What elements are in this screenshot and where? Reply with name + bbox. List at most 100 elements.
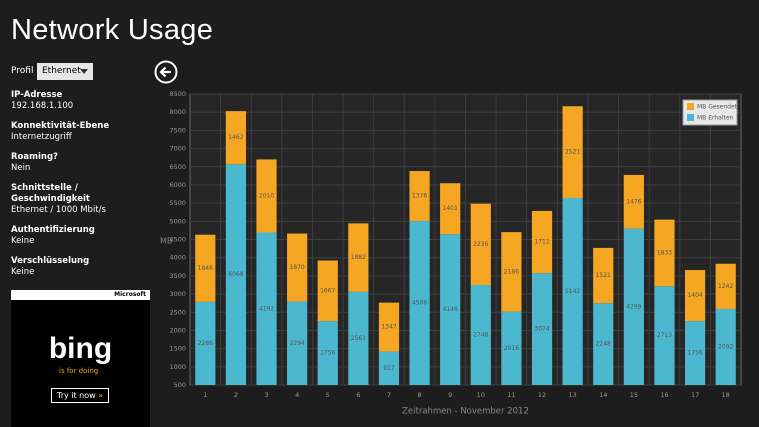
info-item: Verschlüsselung Keine: [11, 256, 151, 278]
bar-segment: [501, 232, 522, 312]
bar-segment: [531, 210, 553, 274]
x-tick-label: 15: [630, 391, 638, 399]
back-button[interactable]: [154, 60, 178, 84]
x-tick-label: 5: [326, 391, 330, 399]
value-label: 1756: [687, 350, 702, 357]
bar-segment: [531, 273, 553, 385]
info-value: Keine: [11, 267, 35, 277]
bar-segment: [378, 351, 400, 385]
x-tick-label: 1: [203, 391, 207, 399]
bar-segment: [562, 106, 583, 198]
bar-segment: [470, 203, 491, 286]
advertisement[interactable]: Microsoft bing is for doing Try it now »: [11, 290, 150, 427]
x-tick-label: 2: [234, 391, 238, 399]
info-label: Roaming?: [11, 152, 58, 162]
x-tick-label: 12: [538, 391, 546, 399]
bar-segment: [715, 263, 736, 309]
value-label: 1462: [228, 134, 243, 141]
y-tick-label: 4500: [169, 236, 186, 244]
value-label: 1756: [320, 350, 335, 357]
info-item: IP-Adresse 192.168.1.100: [11, 90, 151, 112]
y-tick-label: 4000: [169, 254, 186, 262]
y-tick-label: 7500: [169, 126, 186, 134]
y-tick-label: 8000: [169, 108, 186, 116]
x-tick-label: 7: [387, 391, 391, 399]
value-label: 1521: [596, 272, 611, 279]
bar-segment: [440, 234, 461, 385]
y-tick-label: 3000: [169, 290, 186, 298]
ad-button[interactable]: Try it now »: [51, 388, 110, 403]
value-label: 6068: [228, 271, 243, 278]
value-label: 2521: [565, 149, 580, 156]
profile-select[interactable]: Ethernet: [37, 63, 93, 80]
x-tick-label: 14: [599, 391, 607, 399]
bar-segment: [317, 260, 338, 322]
value-label: 2010: [259, 192, 274, 199]
info-value: Ethernet / 1000 Mbit/s: [11, 205, 106, 215]
bar-segment: [409, 171, 430, 222]
info-value: Internetzugriff: [11, 132, 72, 142]
bar-segment: [409, 221, 430, 385]
bar-segment: [654, 286, 675, 385]
bar-segment: [593, 303, 614, 385]
bar-segment: [348, 291, 369, 385]
bar-segment: [348, 223, 369, 292]
x-tick-label: 18: [722, 391, 730, 399]
value-label: 1846: [198, 265, 213, 272]
bar-segment: [684, 321, 706, 385]
y-tick-label: 1500: [169, 345, 186, 353]
value-label: 1347: [381, 324, 396, 331]
bar-segment: [195, 301, 216, 385]
y-tick-label: 2500: [169, 308, 186, 316]
y-axis-label: MB: [160, 237, 172, 246]
value-label: 2248: [596, 341, 611, 348]
value-label: 2713: [657, 332, 672, 339]
bar-segment: [623, 174, 644, 229]
x-tick-label: 8: [418, 391, 422, 399]
value-label: 4299: [626, 303, 641, 310]
x-tick-label: 13: [568, 391, 576, 399]
value-label: 4506: [412, 300, 427, 307]
profile-label: Profil: [11, 66, 34, 76]
bar-segment: [684, 270, 706, 322]
info-item: Roaming? Nein: [11, 152, 151, 174]
ad-sponsor: Microsoft: [114, 291, 146, 298]
info-value: 192.168.1.100: [11, 101, 74, 111]
y-tick-label: 8500: [169, 90, 186, 98]
legend-swatch: [687, 114, 694, 121]
info-item: Konnektivität-Ebene Internetzugriff: [11, 121, 151, 143]
x-tick-label: 3: [264, 391, 268, 399]
value-label: 1401: [443, 205, 458, 212]
bar-segment: [470, 285, 491, 385]
value-label: 2236: [473, 241, 488, 248]
value-label: 1376: [412, 193, 427, 200]
info-label: Konnektivität-Ebene: [11, 121, 110, 131]
ad-button-text: Try it now: [57, 391, 96, 400]
y-tick-label: 1000: [169, 363, 186, 371]
x-tick-label: 10: [477, 391, 485, 399]
y-tick-label: 500: [174, 381, 186, 389]
info-value: Keine: [11, 236, 35, 246]
page-title: Network Usage: [11, 14, 214, 46]
bar-segment: [378, 302, 400, 352]
y-tick-label: 6500: [169, 163, 186, 171]
y-tick-label: 3500: [169, 272, 186, 280]
info-value: Nein: [11, 163, 31, 173]
value-label: 4146: [443, 306, 458, 313]
x-tick-label: 11: [507, 391, 515, 399]
bar-segment: [225, 111, 247, 165]
chart: 500 1000 1500 2000 2500 3000 3500 4000 4500 5000 5…: [160, 90, 742, 417]
bar-segment: [440, 183, 461, 235]
bar-segment: [715, 308, 736, 385]
ad-button-icon: »: [98, 391, 104, 400]
bar-segment: [593, 247, 614, 304]
x-tick-label: 16: [660, 391, 668, 399]
bar-segment: [317, 321, 338, 385]
value-label: 1833: [657, 249, 672, 256]
bar-segment: [654, 219, 675, 287]
info-label: Authentifizierung: [11, 225, 95, 235]
value-label: 2294: [289, 340, 304, 347]
x-tick-label: 17: [691, 391, 699, 399]
value-label: 5142: [565, 288, 580, 295]
